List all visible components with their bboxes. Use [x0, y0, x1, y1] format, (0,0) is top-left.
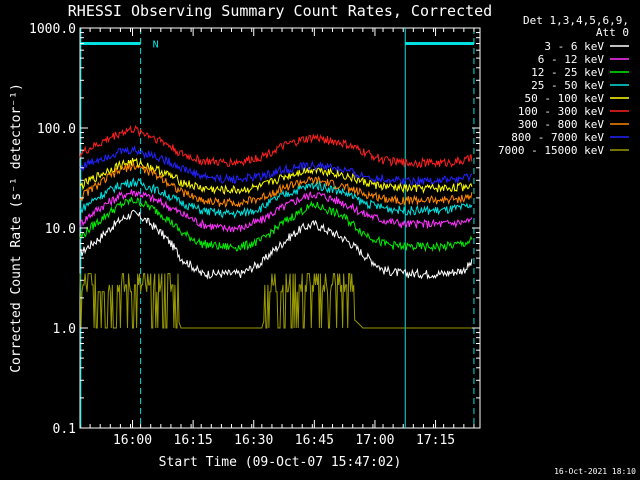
y-axis-label: Corrected Count Rate (s⁻¹ detector⁻¹)	[9, 83, 24, 373]
chart-timestamp: 16-Oct-2021 18:10	[554, 467, 636, 476]
chart-title: RHESSI Observing Summary Count Rates, Co…	[68, 2, 492, 20]
legend-label-0: 3 - 6 keV	[544, 40, 604, 53]
legend-label-3: 25 - 50 keV	[531, 79, 604, 92]
series-lines	[79, 124, 473, 329]
series-line-3	[79, 177, 473, 219]
legend-label-6: 300 - 800 keV	[518, 118, 604, 131]
legend-header-0: Det 1,3,4,5,6,9,	[523, 14, 629, 27]
x-tick-label-3: 16:45	[295, 433, 334, 448]
x-tick-label-5: 17:15	[416, 433, 455, 448]
legend-label-7: 800 - 7000 keV	[511, 131, 604, 144]
y-tick-label-3: 100.0	[37, 122, 76, 137]
y-tick-label-0: 0.1	[53, 422, 76, 437]
legend-label-1: 6 - 12 keV	[538, 53, 605, 66]
series-line-8	[79, 273, 472, 329]
legend-label-5: 100 - 300 keV	[518, 105, 604, 118]
series-line-7	[79, 145, 473, 187]
series-line-6	[79, 161, 473, 209]
series-line-2	[79, 196, 473, 253]
plot-frame	[79, 27, 481, 429]
y-tick-label-2: 10.0	[45, 222, 76, 237]
series-line-5	[79, 124, 473, 169]
annotation-0: N	[153, 39, 159, 50]
legend-label-8: 7000 - 15000 keV	[498, 144, 604, 157]
x-tick-label-0: 16:00	[113, 433, 152, 448]
series-line-1	[79, 189, 473, 233]
x-tick-label-2: 16:30	[234, 433, 273, 448]
orbit-markers: N	[80, 28, 475, 428]
x-axis-label: Start Time (09-Oct-07 15:47:02)	[159, 455, 402, 470]
series-line-0	[79, 209, 473, 280]
axes: 0.1 1.0 10.0 100.0 1000.0 16:00 16:15 16:30 16:4…	[29, 22, 480, 448]
x-tick-label-1: 16:15	[174, 433, 213, 448]
y-tick-label-1: 1.0	[53, 322, 76, 337]
legend-label-2: 12 - 25 keV	[531, 66, 604, 79]
legend-header-1: Att 0	[596, 26, 629, 39]
x-tick-label-4: 17:00	[355, 433, 394, 448]
series-line-4	[79, 157, 473, 195]
legend-label-4: 50 - 100 keV	[525, 92, 605, 105]
y-tick-label-4: 1000.0	[29, 22, 76, 37]
